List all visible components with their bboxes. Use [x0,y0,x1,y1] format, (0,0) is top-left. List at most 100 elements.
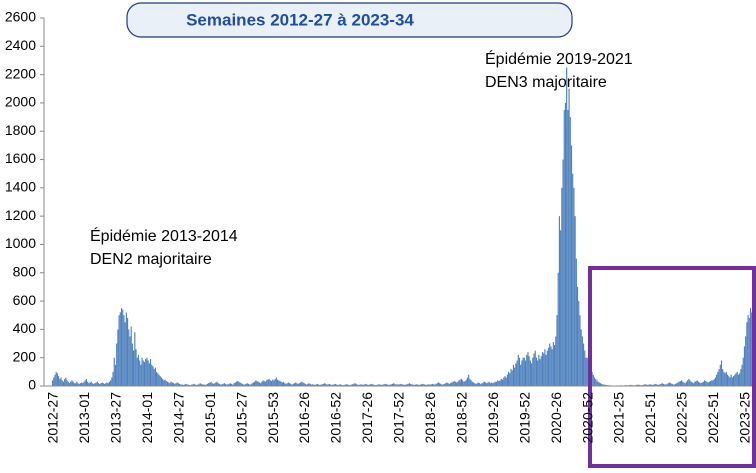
bar [67,380,68,386]
bar [276,378,277,386]
bar [560,230,561,386]
bar [256,381,257,386]
bar [162,379,163,386]
annotation: DEN2 majoritaire [90,251,212,268]
bar [143,361,144,386]
bar [461,379,462,386]
bar [85,380,86,386]
bar [160,376,161,386]
bar [463,382,464,386]
bar [60,378,61,386]
bar [239,382,240,386]
bar [727,375,728,386]
bar [548,348,549,386]
bar [146,358,147,386]
bar [59,379,60,386]
bar [576,259,577,386]
bar [732,378,733,386]
bar [566,68,567,386]
bar [497,380,498,386]
bar [489,382,490,386]
y-tick-label: 2200 [5,65,36,81]
bar [558,273,559,386]
x-tick-label: 2021-25 [611,392,627,444]
bar [553,342,554,386]
bar [692,382,693,386]
bar [271,381,272,386]
bar [587,358,588,386]
bar [262,380,263,386]
bar [54,375,55,386]
bar [579,315,580,386]
bar [52,380,53,386]
bar [281,382,282,386]
bar [128,329,129,386]
x-tick-label: 2021-51 [642,392,658,444]
bar [438,382,439,386]
bar [112,372,113,386]
bar [508,372,509,386]
bar [595,379,596,386]
bar [581,329,582,386]
annotation: Épidémie 2013-2014 [90,226,238,245]
bar [519,358,520,386]
bar [253,382,254,386]
bar [278,380,279,386]
bar [120,312,121,386]
bar [300,382,301,386]
bar [704,380,705,386]
bar [487,382,488,386]
bar [122,310,123,386]
bar [171,382,172,386]
bar [729,378,730,386]
bar [301,382,302,386]
y-tick-label: 1400 [5,179,36,195]
bar [65,378,66,386]
bar [236,382,237,386]
bar [687,380,688,386]
bar [716,375,717,386]
bar [123,315,124,386]
bar [559,216,560,386]
bar [264,381,265,386]
bar [699,382,700,386]
bar [478,382,479,386]
bar [275,379,276,386]
bar [254,382,255,386]
bar [129,336,130,386]
bar [721,361,722,386]
bar [516,361,517,386]
bar [546,355,547,386]
bar [76,382,77,386]
bar [571,145,572,386]
bar [539,359,540,386]
bar [741,365,742,386]
bar [680,381,681,386]
bar [70,382,71,386]
bar [573,188,574,386]
bar [723,372,724,386]
bar [575,216,576,386]
bar [541,356,542,386]
bar [217,382,218,386]
bar [565,103,566,386]
bar [483,382,484,386]
bar [279,381,280,386]
bar [556,315,557,386]
bar [708,382,709,386]
bar [569,89,570,386]
bar [154,369,155,386]
bar [464,381,465,386]
bar [115,365,116,386]
bar [585,358,586,386]
bar [238,382,239,386]
bar [86,379,87,386]
bar [119,315,120,386]
bar [681,380,682,386]
x-tick-label: 2017-52 [391,392,407,444]
bar [157,373,158,386]
bar [64,379,65,386]
bar [126,312,127,386]
bar [691,382,692,386]
bar [135,349,136,386]
